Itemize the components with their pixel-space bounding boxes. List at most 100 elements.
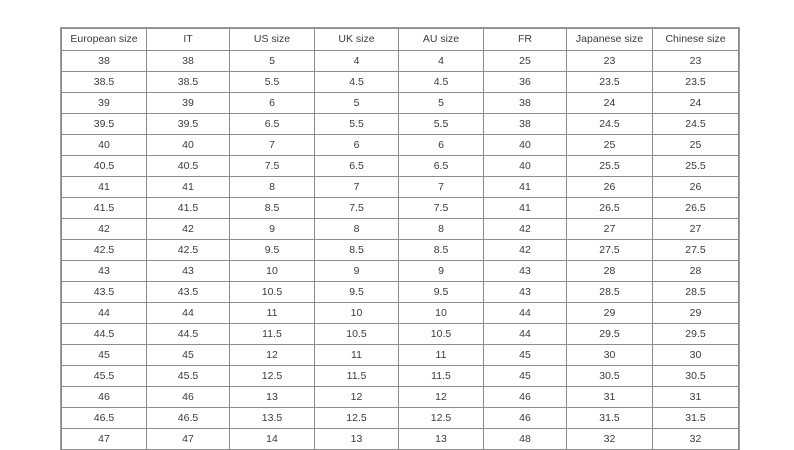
table-cell: 30.5 <box>566 365 653 387</box>
table-cell: 12 <box>229 344 315 366</box>
table-cell: 44.5 <box>61 323 147 345</box>
table-row: 42 42 9 8 8 42 27 27 <box>61 218 739 240</box>
table-cell: 12 <box>398 386 484 408</box>
size-chart-container: European size IT US size UK size AU size FR Ja… <box>61 28 739 450</box>
table-cell: 46.5 <box>61 407 147 429</box>
table-cell: 7 <box>398 176 484 198</box>
table-cell: 9.5 <box>398 281 484 303</box>
table-cell: 7 <box>229 134 315 156</box>
table-cell: 29.5 <box>566 323 653 345</box>
table-cell: 43.5 <box>61 281 147 303</box>
table-cell: 10.5 <box>314 323 399 345</box>
table-cell: 6 <box>229 92 315 114</box>
table-cell: 46 <box>61 386 147 408</box>
table-cell: 13 <box>398 428 484 450</box>
table-cell: 48 <box>483 428 567 450</box>
table-cell: 23.5 <box>566 71 653 93</box>
table-cell: 39.5 <box>61 113 147 135</box>
table-cell: 45 <box>61 344 147 366</box>
table-cell: 5 <box>398 92 484 114</box>
table-cell: 31 <box>566 386 653 408</box>
table-cell: 41.5 <box>61 197 147 219</box>
table-cell: 10 <box>314 302 399 324</box>
table-cell: 30 <box>652 344 739 366</box>
table-row: 39 39 6 5 5 38 24 24 <box>61 92 739 114</box>
table-cell: 30 <box>566 344 653 366</box>
table-cell: 7.5 <box>229 155 315 177</box>
column-header: US size <box>229 28 315 51</box>
table-cell: 9 <box>398 260 484 282</box>
table-cell: 4 <box>398 50 484 72</box>
table-header-row: European size IT US size UK size AU size FR Ja… <box>61 28 739 51</box>
column-header: UK size <box>314 28 399 51</box>
table-cell: 38 <box>61 50 147 72</box>
table-cell: 12.5 <box>229 365 315 387</box>
table-cell: 31.5 <box>652 407 739 429</box>
table-row: 41 41 8 7 7 41 26 26 <box>61 176 739 198</box>
table-cell: 40 <box>146 134 230 156</box>
table-row: 43.5 43.5 10.5 9.5 9.5 43 28.5 28.5 <box>61 281 739 303</box>
table-cell: 25 <box>483 50 567 72</box>
table-row: 39.5 39.5 6.5 5.5 5.5 38 24.5 24.5 <box>61 113 739 135</box>
table-cell: 40.5 <box>61 155 147 177</box>
table-cell: 38 <box>483 92 567 114</box>
table-cell: 23 <box>652 50 739 72</box>
table-cell: 45.5 <box>146 365 230 387</box>
table-cell: 40 <box>483 134 567 156</box>
table-cell: 26.5 <box>652 197 739 219</box>
table-cell: 44 <box>61 302 147 324</box>
table-cell: 7 <box>314 176 399 198</box>
table-cell: 24.5 <box>652 113 739 135</box>
table-cell: 38.5 <box>146 71 230 93</box>
table-cell: 7.5 <box>314 197 399 219</box>
table-cell: 44 <box>483 302 567 324</box>
column-header: FR <box>483 28 567 51</box>
table-cell: 11.5 <box>398 365 484 387</box>
table-cell: 38 <box>146 50 230 72</box>
table-cell: 26 <box>566 176 653 198</box>
table-row: 38.5 38.5 5.5 4.5 4.5 36 23.5 23.5 <box>61 71 739 93</box>
table-cell: 31.5 <box>566 407 653 429</box>
table-cell: 32 <box>566 428 653 450</box>
table-cell: 6 <box>314 134 399 156</box>
table-cell: 14 <box>229 428 315 450</box>
table-cell: 41 <box>483 197 567 219</box>
table-cell: 5.5 <box>314 113 399 135</box>
table-cell: 25.5 <box>652 155 739 177</box>
table-cell: 42.5 <box>61 239 147 261</box>
table-cell: 42 <box>483 218 567 240</box>
table-row: 40 40 7 6 6 40 25 25 <box>61 134 739 156</box>
table-cell: 8 <box>229 176 315 198</box>
table-cell: 40.5 <box>146 155 230 177</box>
table-cell: 43 <box>146 260 230 282</box>
table-cell: 38 <box>483 113 567 135</box>
table-cell: 43 <box>61 260 147 282</box>
table-cell: 9 <box>314 260 399 282</box>
column-header: Chinese size <box>652 28 739 51</box>
table-cell: 29 <box>566 302 653 324</box>
table-cell: 45 <box>483 365 567 387</box>
table-cell: 13 <box>229 386 315 408</box>
table-cell: 8.5 <box>314 239 399 261</box>
table-cell: 27.5 <box>566 239 653 261</box>
table-cell: 43.5 <box>146 281 230 303</box>
table-cell: 31 <box>652 386 739 408</box>
table-cell: 29.5 <box>652 323 739 345</box>
table-cell: 45 <box>146 344 230 366</box>
column-header: European size <box>61 28 147 51</box>
table-cell: 25.5 <box>566 155 653 177</box>
table-cell: 41 <box>61 176 147 198</box>
table-cell: 42 <box>61 218 147 240</box>
table-cell: 6.5 <box>229 113 315 135</box>
table-cell: 36 <box>483 71 567 93</box>
table-cell: 5 <box>314 92 399 114</box>
table-row: 44.5 44.5 11.5 10.5 10.5 44 29.5 29.5 <box>61 323 739 345</box>
table-cell: 12 <box>314 386 399 408</box>
table-cell: 13 <box>314 428 399 450</box>
table-cell: 46 <box>483 386 567 408</box>
table-cell: 13.5 <box>229 407 315 429</box>
column-header: IT <box>146 28 230 51</box>
table-cell: 11 <box>314 344 399 366</box>
table-cell: 10.5 <box>398 323 484 345</box>
